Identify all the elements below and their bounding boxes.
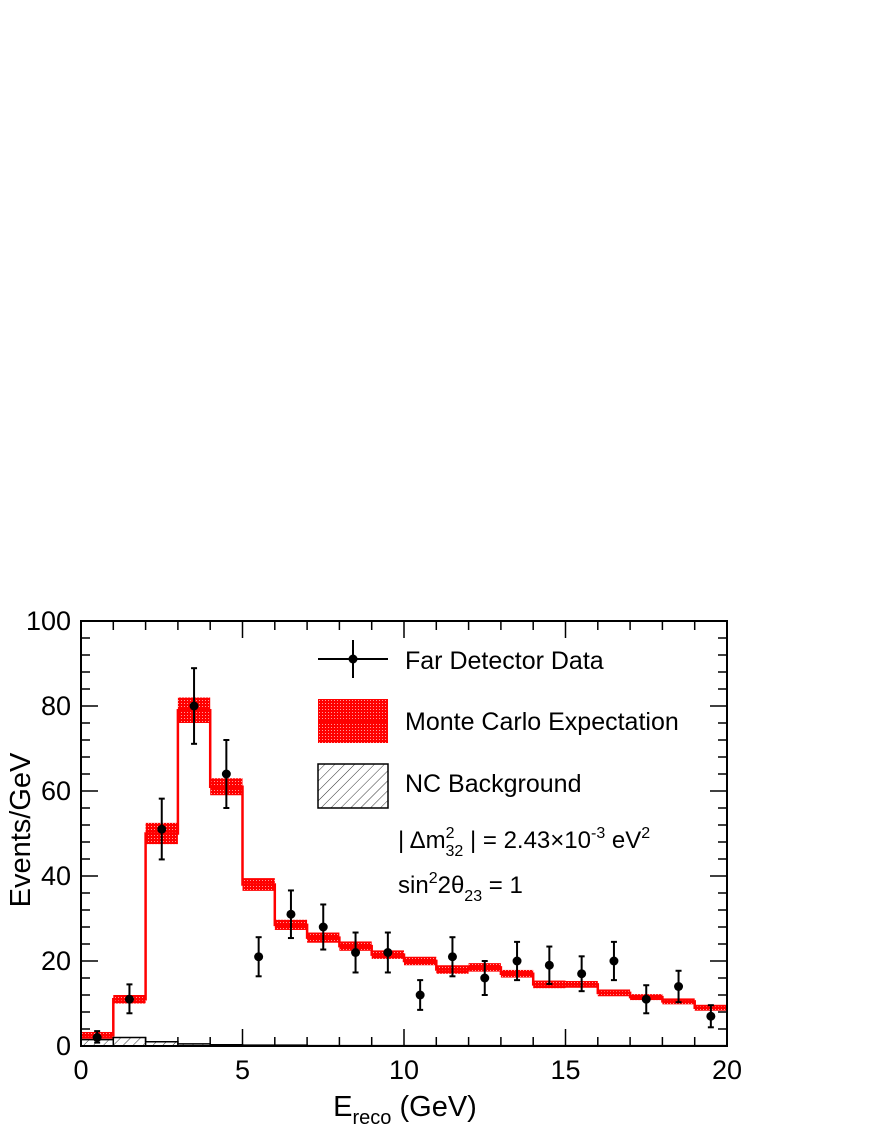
data-marker xyxy=(544,960,554,970)
data-point xyxy=(447,936,457,978)
data-point xyxy=(254,936,264,978)
y-tick-label: 100 xyxy=(26,606,71,636)
legend-mc-marker xyxy=(318,699,388,743)
data-marker xyxy=(124,994,134,1004)
data-marker xyxy=(92,1033,102,1042)
data-point xyxy=(609,940,619,982)
x-tick-label: 5 xyxy=(235,1055,250,1085)
data-point xyxy=(544,945,554,985)
data-point xyxy=(157,797,167,861)
y-tick-label: 80 xyxy=(41,691,71,721)
x-tick-label: 15 xyxy=(550,1055,580,1085)
data-point xyxy=(124,983,134,1015)
data-marker xyxy=(221,769,231,779)
data-point xyxy=(706,1004,716,1029)
legend-mc-label: Monte Carlo Expectation xyxy=(405,708,679,736)
legend-data-marker xyxy=(318,640,388,678)
y-tick-label: 20 xyxy=(41,946,71,976)
data-marker xyxy=(706,1011,716,1021)
plot-area xyxy=(80,667,728,1047)
data-point xyxy=(189,667,199,745)
x-tick-label: 10 xyxy=(389,1055,419,1085)
data-marker xyxy=(415,990,425,1000)
x-axis-title: Ereco (GeV) xyxy=(333,1091,477,1128)
data-point xyxy=(351,931,361,974)
data-marker xyxy=(447,952,457,962)
data-marker xyxy=(674,982,684,991)
data-point xyxy=(318,903,328,951)
data-marker xyxy=(383,948,393,957)
data-point xyxy=(415,979,425,1011)
legend-nc-label: NC Background xyxy=(405,770,581,798)
data-point xyxy=(383,931,393,974)
data-marker xyxy=(512,956,522,966)
y-tick-label: 60 xyxy=(41,776,71,806)
data-marker xyxy=(189,701,199,711)
axes: 0 5 10 15 20 0 20 40 60 80 100 xyxy=(26,606,742,1085)
data-marker xyxy=(351,948,361,957)
data-marker xyxy=(254,952,264,962)
data-marker xyxy=(609,956,619,966)
data-marker xyxy=(157,824,167,834)
data-point xyxy=(92,1030,102,1044)
legend-nc-marker xyxy=(317,763,389,809)
data-marker xyxy=(577,969,587,979)
data-point xyxy=(577,955,587,993)
legend-data-label: Far Detector Data xyxy=(405,647,604,675)
data-marker xyxy=(480,973,490,983)
y-axis-title: Events/GeV xyxy=(5,752,37,907)
y-tick-label: 0 xyxy=(56,1031,71,1061)
data-point xyxy=(221,739,231,809)
data-point xyxy=(480,960,490,996)
x-tick-label: 0 xyxy=(73,1055,88,1085)
data-point xyxy=(286,889,296,940)
data-point xyxy=(674,969,684,1004)
data-point xyxy=(512,940,522,982)
y-tick-label: 40 xyxy=(41,861,71,891)
x-tick-label: 20 xyxy=(712,1055,742,1085)
data-marker xyxy=(286,909,296,919)
legend: Far Detector Data Monte Carlo Expectatio… xyxy=(317,640,679,809)
data-marker xyxy=(318,922,328,932)
mc-expectation-line xyxy=(81,709,727,1037)
data-point xyxy=(641,984,651,1015)
annotation-mixing-angle: sin22θ23 = 1 xyxy=(398,870,523,905)
data-marker xyxy=(641,994,651,1004)
annotation-delta-m-squared: | Δm2 32 | = 2.43×10-3 eV2 xyxy=(398,825,650,860)
